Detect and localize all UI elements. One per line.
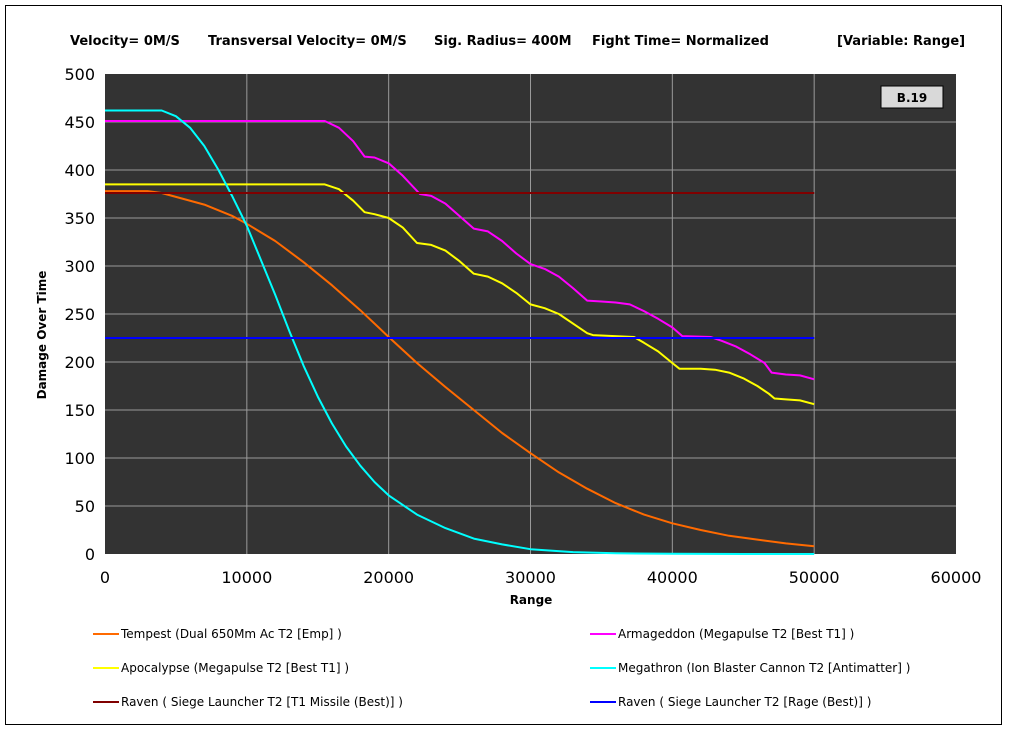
legend-swatch (93, 667, 119, 669)
x-tick-label: 0 (100, 568, 110, 587)
header-transversal-velocity: Transversal Velocity= 0M/S (208, 34, 407, 49)
legend-swatch (93, 633, 119, 635)
x-tick-label: 10000 (221, 568, 272, 587)
header-fight-time: Fight Time= Normalized (592, 34, 769, 49)
legend-swatch (590, 701, 616, 703)
y-tick-label: 0 (85, 545, 95, 564)
axis-ticks: 0 50 100 150 200 250 300 350 400 450 500 0 10000 2000… (64, 65, 981, 587)
series-lines (105, 109, 815, 555)
header-sig-radius: Sig. Radius= 400M (434, 34, 572, 49)
y-tick-label: 50 (75, 497, 95, 516)
y-tick-label: 100 (64, 449, 95, 468)
x-tick-label: 60000 (931, 568, 982, 587)
legend-item: Armageddon (Megapulse T2 [Best T1] ) (590, 626, 854, 642)
badge-label: B.19 (897, 91, 927, 105)
y-axis-label: Damage Over Time (35, 271, 49, 400)
x-axis-label: Range (510, 593, 553, 607)
header-velocity: Velocity= 0M/S (70, 34, 180, 49)
legend-item: Raven ( Siege Launcher T2 [T1 Missile (B… (93, 694, 403, 710)
legend-swatch (93, 701, 119, 703)
legend-label: Megathron (Ion Blaster Cannon T2 [Antima… (618, 661, 911, 675)
legend-item: Raven ( Siege Launcher T2 [Rage (Best)] … (590, 694, 871, 710)
legend-item: Megathron (Ion Blaster Cannon T2 [Antima… (590, 660, 910, 676)
legend-label: Armageddon (Megapulse T2 [Best T1] ) (618, 627, 855, 641)
legend-swatch (590, 633, 616, 635)
series-line-1 (105, 120, 815, 381)
y-tick-label: 200 (64, 353, 95, 372)
legend-label: Raven ( Siege Launcher T2 [Rage (Best)] … (618, 695, 872, 709)
x-tick-label: 30000 (505, 568, 556, 587)
y-tick-label: 350 (64, 209, 95, 228)
series-line-0 (105, 190, 815, 548)
legend-swatch (590, 667, 616, 669)
legend-label: Apocalypse (Megapulse T2 [Best T1] ) (121, 661, 350, 675)
y-tick-label: 150 (64, 401, 95, 420)
grid-lines (105, 74, 956, 554)
y-tick-label: 450 (64, 113, 95, 132)
y-tick-label: 400 (64, 161, 95, 180)
x-tick-label: 50000 (789, 568, 840, 587)
series-line-3 (105, 109, 815, 555)
x-tick-label: 40000 (647, 568, 698, 587)
series-line-2 (105, 183, 815, 406)
legend-item: Tempest (Dual 650Mm Ac T2 [Emp] ) (93, 626, 342, 642)
legend-label: Tempest (Dual 650Mm Ac T2 [Emp] ) (121, 627, 342, 641)
legend-item: Apocalypse (Megapulse T2 [Best T1] ) (93, 660, 349, 676)
chart-badge: B.19 (880, 85, 944, 109)
legend-label: Raven ( Siege Launcher T2 [T1 Missile (B… (121, 695, 403, 709)
x-tick-label: 20000 (363, 568, 414, 587)
y-tick-label: 500 (64, 65, 95, 84)
y-tick-label: 300 (64, 257, 95, 276)
header-variable: [Variable: Range] (837, 34, 966, 49)
y-tick-label: 250 (64, 305, 95, 324)
